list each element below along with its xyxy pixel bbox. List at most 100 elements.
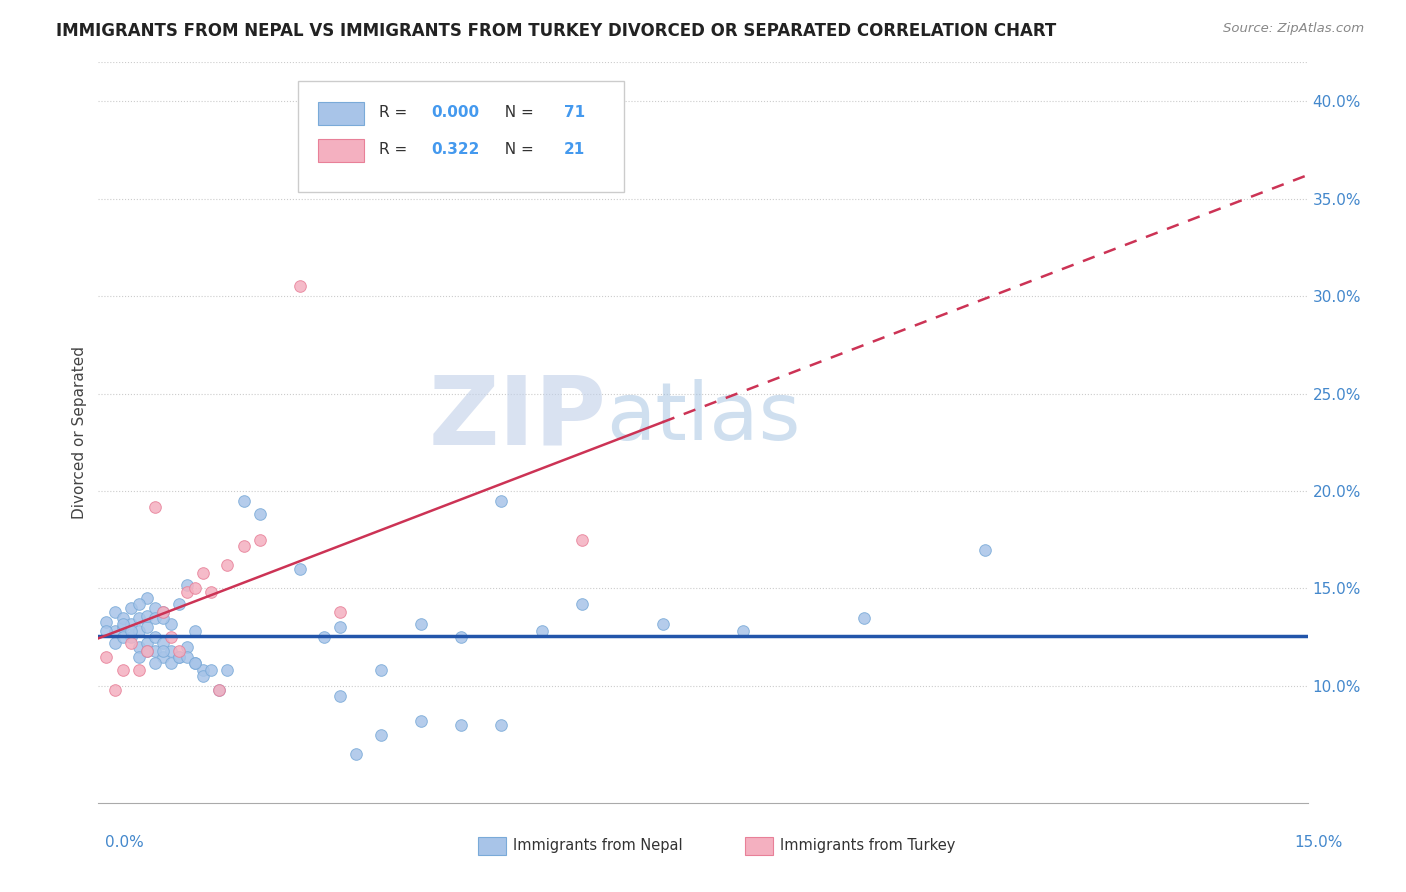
Point: [103, 605, 125, 619]
Text: ZIP: ZIP: [429, 371, 606, 465]
Point: [491, 493, 513, 508]
Point: [143, 644, 166, 658]
Point: [176, 577, 198, 591]
Point: [120, 601, 142, 615]
Point: [135, 644, 157, 658]
Point: [232, 493, 254, 508]
Point: [135, 636, 157, 650]
Point: [167, 649, 190, 664]
Text: Immigrants from Turkey: Immigrants from Turkey: [780, 838, 956, 853]
Point: [152, 605, 174, 619]
Point: [111, 663, 134, 677]
Point: [184, 624, 207, 639]
FancyBboxPatch shape: [319, 138, 364, 162]
Text: Source: ZipAtlas.com: Source: ZipAtlas.com: [1223, 22, 1364, 36]
Point: [184, 656, 207, 670]
Point: [193, 566, 215, 580]
Point: [128, 624, 150, 639]
Point: [152, 605, 174, 619]
Point: [184, 656, 207, 670]
Point: [184, 582, 207, 596]
Point: [120, 630, 142, 644]
Text: R =: R =: [380, 143, 412, 157]
Text: N =: N =: [495, 143, 538, 157]
Point: [160, 616, 183, 631]
Point: [103, 682, 125, 697]
Point: [152, 649, 174, 664]
Point: [96, 615, 118, 629]
Point: [152, 610, 174, 624]
Point: [135, 608, 157, 623]
Point: [217, 663, 239, 677]
Point: [651, 616, 673, 631]
Point: [176, 640, 198, 654]
Point: [152, 636, 174, 650]
Text: R =: R =: [380, 105, 412, 120]
Point: [167, 597, 190, 611]
Point: [143, 656, 166, 670]
Y-axis label: Divorced or Separated: Divorced or Separated: [72, 346, 87, 519]
Point: [370, 728, 392, 742]
Point: [314, 630, 336, 644]
Point: [450, 630, 472, 644]
Point: [208, 682, 231, 697]
Text: N =: N =: [495, 105, 538, 120]
Point: [143, 630, 166, 644]
Point: [217, 558, 239, 573]
Point: [530, 624, 553, 639]
Text: 0.000: 0.000: [432, 105, 479, 120]
Point: [176, 649, 198, 664]
Point: [152, 644, 174, 658]
Point: [176, 585, 198, 599]
Point: [120, 636, 142, 650]
Point: [128, 640, 150, 654]
Point: [160, 630, 183, 644]
Point: [103, 636, 125, 650]
Text: 15.0%: 15.0%: [1295, 836, 1343, 850]
Text: 0.322: 0.322: [432, 143, 479, 157]
Point: [491, 718, 513, 732]
Point: [450, 718, 472, 732]
Point: [135, 620, 157, 634]
Point: [111, 630, 134, 644]
Point: [571, 597, 593, 611]
Point: [193, 663, 215, 677]
Point: [232, 539, 254, 553]
Point: [135, 644, 157, 658]
Point: [344, 747, 367, 761]
Point: [208, 682, 231, 697]
Point: [167, 644, 190, 658]
Point: [111, 610, 134, 624]
Text: atlas: atlas: [606, 379, 800, 457]
Point: [143, 601, 166, 615]
Text: 0.0%: 0.0%: [105, 836, 145, 850]
Point: [200, 663, 222, 677]
Point: [103, 624, 125, 639]
Point: [288, 562, 311, 576]
Point: [249, 508, 271, 522]
Point: [120, 616, 142, 631]
Point: [120, 624, 142, 639]
Point: [128, 663, 150, 677]
Point: [143, 500, 166, 514]
Point: [853, 610, 876, 624]
Point: [370, 663, 392, 677]
Point: [733, 624, 755, 639]
Point: [96, 624, 118, 639]
Point: [193, 669, 215, 683]
Point: [571, 533, 593, 547]
Point: [111, 620, 134, 634]
Point: [135, 591, 157, 606]
Text: 21: 21: [564, 143, 585, 157]
Point: [128, 597, 150, 611]
Point: [249, 533, 271, 547]
Text: 71: 71: [564, 105, 585, 120]
Point: [160, 656, 183, 670]
Text: Immigrants from Nepal: Immigrants from Nepal: [513, 838, 683, 853]
FancyBboxPatch shape: [298, 81, 624, 192]
Point: [329, 689, 352, 703]
Point: [329, 620, 352, 634]
FancyBboxPatch shape: [319, 102, 364, 126]
Point: [128, 649, 150, 664]
Point: [288, 279, 311, 293]
